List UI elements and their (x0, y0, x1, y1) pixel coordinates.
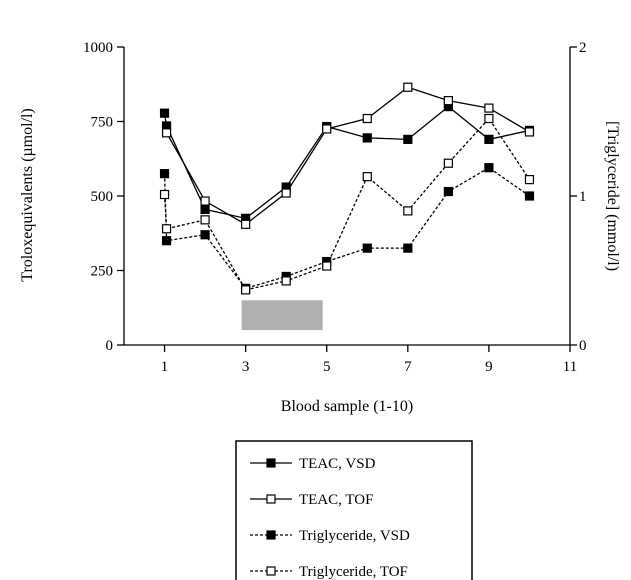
y2-tick-label: 0 (579, 338, 587, 354)
data-point (161, 128, 172, 138)
series-3 (159, 163, 535, 293)
y2-tick-label: 1 (579, 189, 587, 205)
shaded-region (241, 300, 323, 331)
data-point (281, 188, 291, 198)
data-point (403, 134, 413, 144)
y-tick-label: 0 (106, 338, 114, 354)
tick-labels: 0 250 500 750 1000 0 1 2 1 3 5 7 9 11 (83, 40, 587, 375)
data-point (484, 134, 494, 144)
y-axis-title: Troloxequivalents (µmol/l) (19, 108, 36, 282)
x-axis-title: Blood sample (1-10) (281, 398, 413, 415)
x-tick-label: 11 (563, 359, 577, 375)
x-tick-label: 5 (323, 359, 331, 375)
series-line (163, 166, 530, 290)
legend-marker (266, 494, 276, 504)
y-tick-label: 250 (91, 264, 114, 280)
data-point (200, 215, 210, 225)
data-point (484, 163, 494, 173)
series-1 (159, 101, 535, 223)
series-line (166, 86, 530, 226)
data-point (403, 82, 413, 92)
data-point (362, 133, 372, 143)
data-point (241, 285, 251, 295)
data-point (484, 113, 494, 124)
legend-label: TEAC, TOF (299, 492, 373, 508)
legend-entry: TEAC, TOF (250, 492, 373, 508)
data-point (524, 191, 535, 201)
data-point (200, 230, 210, 240)
legend-label: Triglyceride, TOF (299, 564, 408, 580)
data-point (159, 169, 170, 179)
data-point (159, 108, 170, 118)
legend-marker (266, 530, 276, 540)
y-tick-label: 500 (91, 189, 114, 205)
data-point (322, 261, 332, 271)
data-point (403, 206, 413, 216)
data-point (200, 204, 210, 215)
x-tick-label: 7 (404, 359, 412, 375)
data-point (484, 103, 494, 113)
x-tick-label: 9 (485, 359, 493, 375)
legend-marker (266, 458, 276, 468)
legend-label: Triglyceride, VSD (299, 528, 410, 544)
y2-axis-title: [Triglyceride] (mmol/l) (604, 121, 621, 271)
legend: TEAC, VSD TEAC, TOF Triglyceride, VSD Trigl… (235, 440, 473, 580)
legend-label: TEAC, VSD (299, 456, 376, 472)
data-point (241, 219, 251, 229)
legend-entry: Triglyceride, VSD (250, 528, 410, 544)
data-point (200, 196, 210, 206)
y2-tick-label: 2 (579, 40, 587, 56)
y-tick-label: 1000 (83, 40, 113, 56)
series-line (163, 117, 530, 291)
data-point (362, 172, 372, 182)
data-point (161, 224, 172, 234)
legend-entry: TEAC, VSD (250, 456, 376, 472)
series-4 (159, 113, 535, 295)
legend-entries: TEAC, VSD TEAC, TOF Triglyceride, VSD Trigl… (250, 456, 410, 580)
data-point (281, 276, 291, 286)
x-tick-label: 3 (242, 359, 250, 375)
series-2 (161, 82, 535, 229)
data-point (524, 175, 535, 185)
data-point (443, 158, 453, 168)
legend-marker (266, 566, 276, 576)
data-point (159, 189, 170, 200)
data-point (362, 243, 372, 253)
legend-entry: Triglyceride, TOF (250, 564, 408, 580)
data-point (362, 113, 372, 124)
data-point (322, 124, 332, 134)
data-point (403, 243, 413, 253)
data-point (524, 127, 535, 137)
data-point (443, 96, 453, 106)
data-point (161, 236, 172, 246)
axes (117, 46, 577, 352)
data-point (443, 186, 453, 197)
series-layer (159, 82, 535, 295)
y-tick-label: 750 (91, 115, 114, 131)
shaded-region-layer (241, 300, 323, 331)
x-tick-label: 1 (161, 359, 169, 375)
